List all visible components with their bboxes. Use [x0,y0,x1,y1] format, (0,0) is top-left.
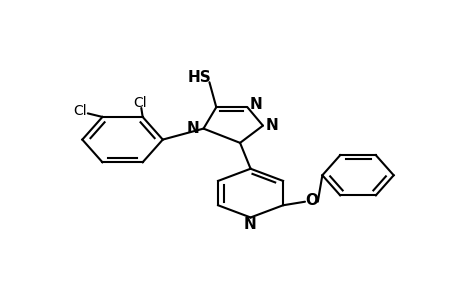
Text: N: N [187,121,199,136]
Text: Cl: Cl [73,104,86,118]
Text: Cl: Cl [133,96,147,110]
Text: HS: HS [187,70,211,85]
Text: N: N [243,217,256,232]
Text: O: O [304,193,317,208]
Text: N: N [249,97,262,112]
Text: N: N [265,118,278,133]
